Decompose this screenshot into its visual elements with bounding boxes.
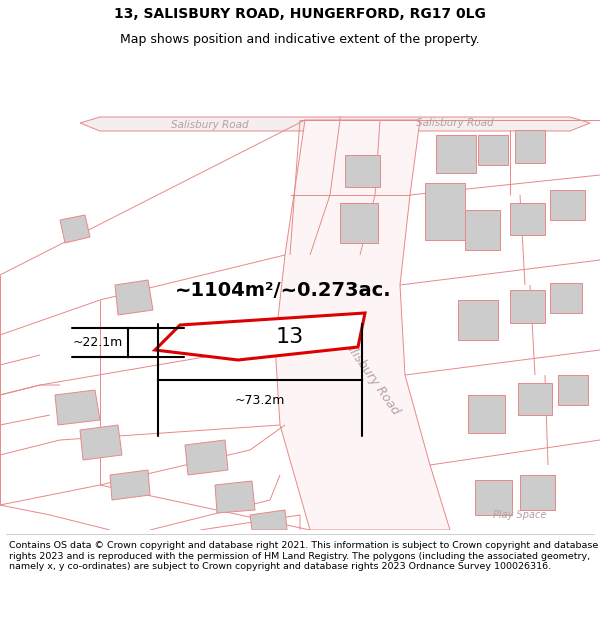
Polygon shape — [515, 130, 545, 163]
Polygon shape — [510, 290, 545, 323]
Polygon shape — [518, 383, 552, 415]
Polygon shape — [436, 135, 476, 173]
Polygon shape — [468, 395, 505, 433]
Text: 13, SALISBURY ROAD, HUNGERFORD, RG17 0LG: 13, SALISBURY ROAD, HUNGERFORD, RG17 0LG — [114, 7, 486, 21]
Text: ~22.1m: ~22.1m — [73, 336, 123, 349]
Text: 13: 13 — [276, 327, 304, 347]
Polygon shape — [340, 117, 590, 131]
Polygon shape — [550, 283, 582, 313]
Text: ~73.2m: ~73.2m — [235, 394, 285, 407]
Text: Salisbury Road: Salisbury Road — [171, 120, 249, 130]
Polygon shape — [110, 470, 150, 500]
Text: ~1104m²/~0.273ac.: ~1104m²/~0.273ac. — [175, 281, 392, 299]
Polygon shape — [510, 203, 545, 235]
Polygon shape — [215, 481, 255, 513]
Polygon shape — [80, 425, 122, 460]
Polygon shape — [478, 135, 508, 165]
Polygon shape — [155, 313, 365, 360]
Polygon shape — [475, 480, 512, 515]
Text: Salisbury Road: Salisbury Road — [338, 333, 402, 417]
Text: Play Space: Play Space — [493, 510, 547, 520]
Polygon shape — [55, 390, 100, 425]
Polygon shape — [345, 155, 380, 187]
Text: Contains OS data © Crown copyright and database right 2021. This information is : Contains OS data © Crown copyright and d… — [9, 541, 598, 571]
Polygon shape — [185, 440, 228, 475]
Polygon shape — [275, 120, 450, 530]
Polygon shape — [458, 300, 498, 340]
Polygon shape — [520, 475, 555, 510]
Polygon shape — [550, 190, 585, 220]
Polygon shape — [340, 203, 378, 243]
Polygon shape — [80, 117, 360, 131]
Polygon shape — [115, 280, 153, 315]
Polygon shape — [250, 510, 287, 530]
Polygon shape — [60, 215, 90, 243]
Polygon shape — [465, 210, 500, 250]
Polygon shape — [425, 183, 465, 240]
Polygon shape — [558, 375, 588, 405]
Text: Salisbury Road: Salisbury Road — [416, 118, 494, 128]
Text: Map shows position and indicative extent of the property.: Map shows position and indicative extent… — [120, 33, 480, 46]
